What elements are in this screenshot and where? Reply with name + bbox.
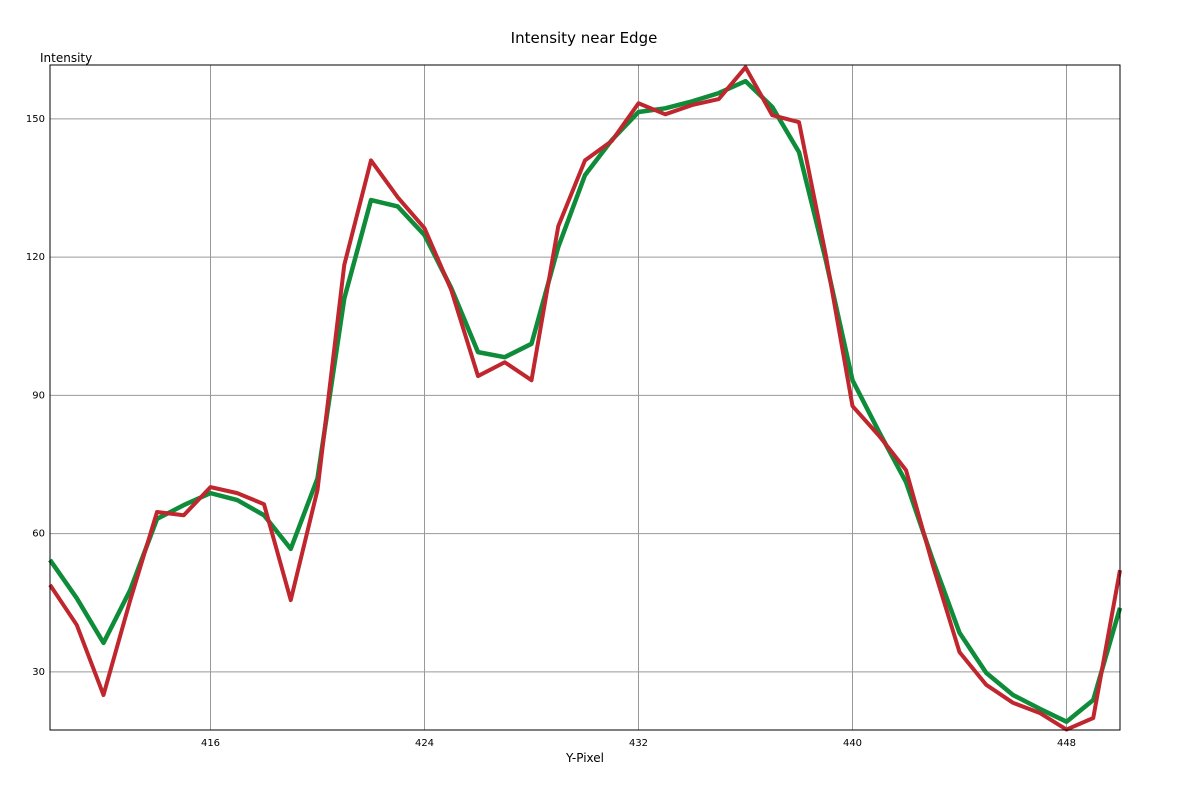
x-axis-label: Y-Pixel	[565, 751, 604, 765]
x-tick-label: 448	[1057, 738, 1076, 749]
y-tick-label: 60	[32, 529, 45, 540]
plot-frame	[49, 64, 1121, 731]
x-tick-label: 440	[843, 738, 862, 749]
lines	[48, 65, 1123, 732]
x-tick-label: 432	[629, 738, 648, 749]
y-tick-label: 120	[26, 252, 45, 263]
x-tick-label: 416	[201, 738, 220, 749]
series-line	[48, 78, 1123, 724]
y-tick-label: 150	[26, 114, 45, 125]
y-axis-label: Intensity	[40, 51, 92, 65]
y-tick-label: 90	[32, 390, 45, 401]
y-tick-label: 30	[32, 667, 45, 678]
series-line	[48, 65, 1122, 732]
chart-title: Intensity near Edge	[511, 29, 658, 47]
x-tick-label: 424	[415, 738, 434, 749]
